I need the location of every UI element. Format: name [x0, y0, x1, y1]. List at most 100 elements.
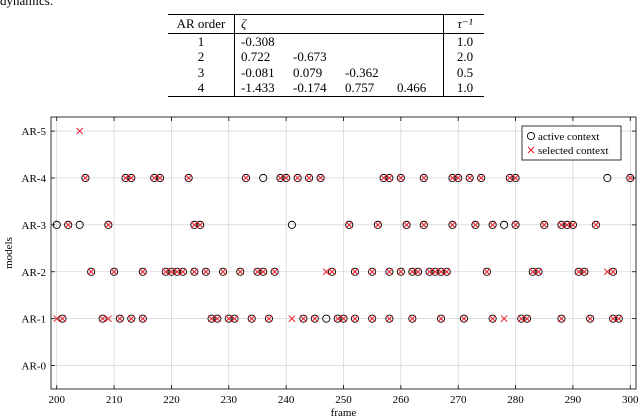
active-context-point [368, 267, 377, 276]
x-stroke [231, 315, 238, 323]
active-context-point [287, 220, 296, 229]
table-row: 1 -0.308 1.0 [168, 33, 484, 49]
selected-context-point [500, 315, 508, 323]
x-stroke [53, 315, 61, 323]
cell-tau: 0.5 [443, 64, 484, 80]
active-context-point [150, 173, 159, 183]
selected-context-point [403, 221, 411, 229]
active-context-point [173, 267, 182, 276]
legend-label-selected: selected context [538, 145, 609, 157]
x-stroke [506, 174, 514, 182]
active-context-point [528, 267, 537, 276]
x-stroke [64, 221, 72, 229]
selected-context-point [471, 221, 479, 229]
active-context-point [431, 267, 440, 276]
x-stroke [196, 221, 204, 229]
x-stroke [127, 174, 135, 182]
x-stroke [527, 146, 535, 154]
x-stroke [592, 221, 600, 229]
x-stroke [254, 268, 261, 276]
selected-context-point [53, 315, 61, 323]
x-stroke [374, 221, 382, 229]
active-context-point [184, 173, 193, 183]
active-context-point [201, 267, 210, 276]
x-stroke [557, 315, 565, 323]
x-stroke [219, 268, 227, 276]
selected-context-point [196, 221, 204, 229]
x-stroke [368, 315, 376, 323]
active-context-point [609, 314, 618, 323]
selected-context-point [236, 268, 244, 276]
x-stroke [99, 315, 107, 323]
zeta-symbol: ζ [241, 16, 247, 31]
selected-context-point [626, 174, 634, 182]
x-stroke [563, 221, 571, 229]
selected-context-point [512, 221, 520, 229]
x-stroke [317, 174, 325, 182]
active-context-point [477, 173, 486, 183]
cell-tau: 1.0 [443, 33, 484, 49]
y-tick-label: AR-2 [22, 267, 46, 279]
cell-zeta: 0.722 [234, 49, 287, 65]
cell-zeta [391, 33, 444, 49]
active-context-point [207, 314, 216, 323]
x-stroke [609, 315, 617, 323]
active-context-point [505, 173, 514, 183]
x-stroke [437, 268, 445, 276]
active-context-point [293, 173, 302, 183]
selected-context-point [334, 315, 342, 323]
selected-context-point [122, 174, 130, 182]
selected-context-point [248, 315, 256, 323]
active-context-point [161, 267, 170, 276]
selected-context-point [208, 315, 216, 323]
x-tick-label: 260 [393, 394, 410, 406]
x-stroke [334, 315, 342, 323]
x-tick-label: 280 [507, 394, 524, 406]
x-stroke [190, 221, 198, 229]
active-context-point [58, 314, 67, 323]
selected-context-point [385, 174, 393, 182]
selected-context-point [254, 268, 261, 276]
active-context-point [178, 267, 187, 276]
x-stroke [185, 174, 193, 182]
active-context-point [316, 173, 325, 183]
selected-context-point [59, 315, 66, 323]
cell-order: 1 [197, 33, 205, 49]
x-stroke [483, 268, 491, 276]
cell-zeta: 0.079 [293, 64, 323, 80]
active-context-point [81, 173, 90, 183]
active-context-point [196, 220, 205, 229]
x-stroke [202, 268, 210, 276]
data-marks [52, 127, 635, 323]
active-context-point [236, 267, 245, 276]
active-context-point [500, 220, 509, 229]
x-stroke [489, 315, 497, 323]
selected-context-point [449, 174, 456, 182]
active-context-point [213, 314, 222, 323]
active-context-point [408, 267, 417, 276]
x-stroke [271, 268, 279, 276]
x-stroke [81, 174, 89, 182]
active-context-point [224, 314, 233, 323]
x-stroke [385, 315, 393, 323]
active-context-point [557, 314, 566, 323]
selected-context-point [368, 268, 376, 276]
selected-context-point [185, 174, 193, 182]
x-stroke [162, 268, 170, 276]
active-context-point [563, 220, 572, 229]
active-context-point [299, 314, 308, 323]
selected-context-point [449, 221, 456, 229]
table-row: 2 0.722 -0.673 2.0 [168, 49, 484, 65]
x-stroke [575, 268, 583, 276]
selected-context-point [385, 268, 393, 276]
x-stroke [569, 221, 577, 229]
selected-context-point [489, 221, 497, 229]
active-context-point [121, 173, 130, 183]
selected-context-point [374, 221, 382, 229]
selected-context-point [87, 268, 95, 276]
active-context-point [373, 220, 382, 229]
selected-context-point [466, 174, 474, 182]
x-stroke [87, 268, 95, 276]
selected-context-point [397, 174, 405, 182]
selected-context-point [104, 221, 112, 229]
